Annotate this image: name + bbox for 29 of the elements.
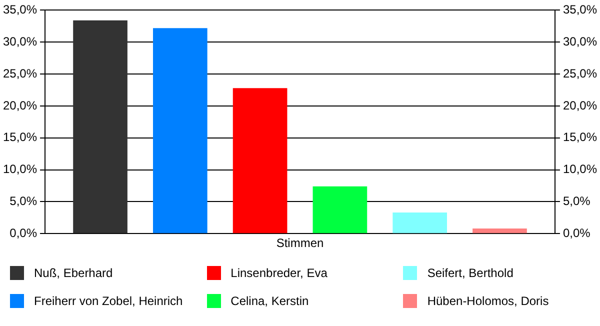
x-tick-label: Stimmen [276, 236, 324, 250]
text: 15,0% [562, 130, 598, 144]
y-tick-label: 20,0% [2, 98, 38, 112]
y-tick-label: 30,0% [2, 34, 38, 48]
legend-label: Linsenbreder, Eva [230, 266, 328, 280]
text: 5,0% [562, 194, 590, 208]
text: 25,0% [562, 66, 598, 80]
bar [153, 28, 208, 234]
text: 10,0% [562, 162, 598, 176]
bar [472, 228, 527, 234]
legend-label: Freiherr von Zobel, Heinrich [34, 294, 183, 308]
y-tick-label: 25,0% [2, 66, 38, 80]
y-tick-label: 5,0% [10, 194, 38, 208]
text: 30,0% [562, 34, 598, 48]
legend-label: Seifert, Berthold [427, 266, 514, 280]
legend-label: Celina, Kerstin [230, 294, 309, 308]
text: 35,0% [562, 2, 598, 17]
bar [312, 186, 368, 234]
legend-label: Nuß, Eberhard [34, 266, 113, 280]
bar [232, 88, 288, 234]
legend-label: Hüben-Holomos, Doris [427, 294, 549, 308]
bar [73, 20, 128, 234]
text: 20,0% [562, 98, 598, 112]
y-tick-label: 0,0% [10, 226, 38, 240]
bar [392, 212, 447, 234]
y-tick-label: 35,0% [2, 2, 38, 17]
y-tick-label: 10,0% [2, 162, 38, 176]
y-tick-label: 15,0% [2, 130, 38, 144]
text: 0,0% [562, 226, 590, 240]
